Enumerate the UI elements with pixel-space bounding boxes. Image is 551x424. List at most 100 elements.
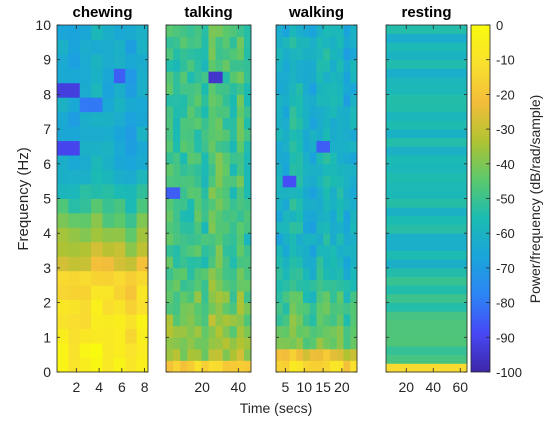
heatmap-cell: [296, 129, 304, 142]
heatmap-cell: [330, 279, 338, 292]
heatmap-cell: [57, 241, 69, 257]
heatmap-cell: [68, 39, 81, 55]
heatmap-cell: [303, 163, 311, 176]
heatmap-cell: [136, 25, 149, 40]
heatmap-cell: [187, 163, 195, 176]
heatmap-cell: [309, 210, 317, 223]
x-tick-label: 20: [194, 379, 210, 395]
heatmap-cell: [187, 94, 195, 107]
heatmap-cell: [336, 59, 344, 72]
heatmap-cell: [215, 267, 224, 280]
heatmap-cell: [79, 328, 92, 344]
heatmap-cell: [303, 175, 311, 188]
heatmap-cell: [57, 212, 69, 228]
colorbar-tick-label: -90: [496, 330, 515, 345]
heatmap-cell: [194, 186, 202, 199]
heatmap-cell: [303, 36, 311, 49]
heatmap-cell: [343, 129, 351, 142]
heatmap-cell: [316, 129, 324, 142]
heatmap-cell: [102, 227, 115, 243]
heatmap-cell: [215, 348, 224, 361]
heatmap-cell: [166, 244, 174, 257]
x-tick-label: 8: [141, 379, 149, 395]
heatmap-cell: [296, 291, 304, 303]
heatmap-cell: [282, 59, 290, 72]
heatmap-cell: [236, 59, 245, 72]
heatmap-cell: [296, 25, 304, 37]
heatmap-cell: [79, 299, 92, 315]
heatmap-cell: [309, 325, 317, 338]
heatmap-cell: [316, 314, 324, 327]
heatmap-cell: [282, 48, 290, 61]
heatmap-cell: [303, 152, 311, 165]
heatmap-cell: [102, 126, 115, 142]
heatmap-cell: [386, 207, 468, 217]
heatmap-cell: [201, 360, 209, 373]
heatmap-cell: [166, 314, 174, 327]
heatmap-cell: [316, 221, 324, 234]
heatmap-cell: [229, 129, 238, 142]
heatmap-cell: [57, 328, 69, 344]
heatmap-cell: [386, 155, 468, 165]
heatmap-cell: [222, 25, 231, 37]
heatmap-cell: [222, 105, 231, 118]
heatmap-cell: [289, 256, 297, 269]
heatmap-cell: [125, 184, 138, 199]
heatmap-cell: [215, 36, 224, 49]
heatmap-cell: [330, 36, 338, 49]
heatmap-cell: [57, 25, 69, 40]
heatmap-cell: [208, 186, 216, 199]
heatmap-cell: [243, 129, 252, 142]
panel-title: resting: [401, 4, 451, 21]
heatmap-cell: [309, 36, 317, 49]
heatmap-cell: [243, 82, 252, 95]
heatmap-cell: [68, 68, 81, 84]
heatmap-cell: [276, 163, 284, 176]
heatmap-cell: [229, 325, 238, 338]
heatmap-cell: [215, 244, 224, 257]
heatmap-cell: [330, 348, 338, 361]
heatmap-cell: [236, 314, 245, 327]
heatmap-cell: [330, 163, 338, 176]
heatmap-cell: [57, 184, 69, 199]
heatmap-cell: [336, 291, 344, 303]
heatmap-cell: [323, 71, 331, 84]
heatmap-cell: [125, 97, 138, 113]
heatmap-cell: [289, 198, 297, 211]
heatmap-cell: [194, 140, 202, 153]
heatmap-cell: [386, 328, 468, 338]
heatmap-cell: [343, 163, 351, 176]
heatmap-cell: [173, 163, 181, 176]
heatmap-cell: [336, 244, 344, 257]
heatmap-cell: [201, 105, 209, 118]
heatmap-cell: [68, 97, 81, 113]
heatmap-cell: [222, 244, 231, 257]
heatmap-cell: [201, 337, 209, 350]
heatmap-cell: [323, 25, 331, 37]
heatmap-cell: [343, 59, 351, 72]
heatmap-cell: [330, 48, 338, 61]
heatmap-cell: [113, 270, 126, 286]
heatmap-cell: [303, 221, 311, 234]
heatmap-cell: [289, 71, 297, 84]
heatmap-cell: [208, 105, 216, 118]
heatmap-cell: [102, 169, 115, 185]
heatmap-cell: [336, 186, 344, 199]
heatmap-cell: [215, 233, 224, 246]
heatmap-cell: [91, 227, 103, 243]
heatmap-cell: [222, 163, 231, 176]
heatmap-cell: [330, 302, 338, 315]
heatmap-cell: [343, 360, 351, 373]
heatmap-cell: [91, 155, 103, 170]
heatmap-cell: [343, 94, 351, 107]
heatmap-cell: [276, 221, 284, 234]
heatmap-cell: [323, 36, 331, 49]
heatmap-cell: [343, 117, 351, 130]
heatmap-cell: [222, 117, 231, 130]
y-tick-label: 9: [43, 52, 51, 68]
heatmap-cell: [173, 360, 181, 373]
heatmap-cell: [243, 302, 252, 315]
heatmap-cell: [330, 129, 338, 142]
heatmap-cell: [201, 117, 209, 130]
heatmap-cell: [323, 59, 331, 72]
